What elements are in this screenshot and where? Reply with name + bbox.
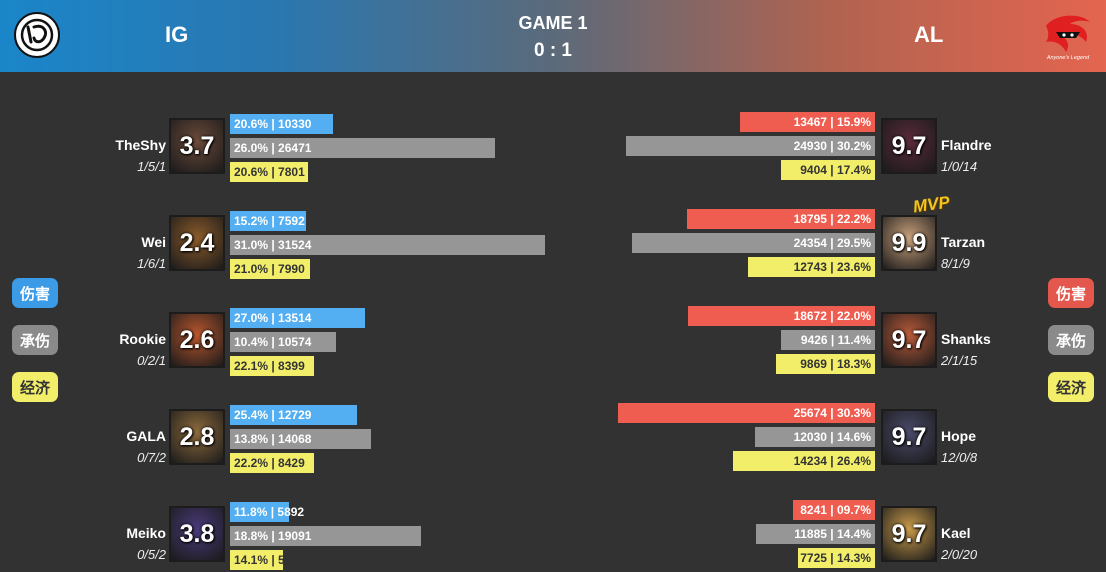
player-kda: 8/1/9 bbox=[941, 256, 970, 271]
player-name: GALA bbox=[126, 428, 166, 444]
champion-portrait: 2.4 bbox=[169, 215, 225, 271]
player-rating: 9.9 bbox=[891, 228, 927, 257]
champion-portrait: 9.7 bbox=[881, 506, 937, 562]
player-kda: 1/5/1 bbox=[137, 159, 166, 174]
legend-economy-right: 经济 bbox=[1048, 372, 1094, 402]
player-rating: 9.7 bbox=[891, 131, 927, 160]
player-rating: 2.6 bbox=[179, 325, 215, 354]
player-kda: 2/1/15 bbox=[941, 353, 978, 368]
taken-bar: 24354 | 29.5% bbox=[632, 233, 875, 253]
player-rating: 9.7 bbox=[891, 422, 927, 451]
left-player-row: TheShy 1/5/1 3.7 20.6% | 10330 26.0% | 26471… bbox=[0, 0, 1106, 182]
legend-taken-left: 承伤 bbox=[12, 325, 58, 355]
taken-bar: 10.4% | 10574 bbox=[230, 332, 336, 352]
player-name: Wei bbox=[141, 234, 166, 250]
damage-bar: 25674 | 30.3% bbox=[618, 403, 875, 423]
right-player-row: Tarzan 8/1/9 9.9 18795 | 22.2% 24354 | 29.5%… bbox=[0, 0, 1106, 277]
legend-damage-right: 伤害 bbox=[1048, 278, 1094, 308]
damage-bar: 20.6% | 10330 bbox=[230, 114, 333, 134]
player-name: Meiko bbox=[126, 525, 166, 541]
taken-bar: 31.0% | 31524 bbox=[230, 235, 545, 255]
right-player-row: Hope 12/0/8 9.7 25674 | 30.3% 12030 | 14.6% 1… bbox=[0, 0, 1106, 471]
left-player-row: Rookie 0/2/1 2.6 27.0% | 13514 10.4% | 10574… bbox=[0, 0, 1106, 376]
champion-portrait: 2.6 bbox=[169, 312, 225, 368]
left-player-row: Wei 1/6/1 2.4 15.2% | 7592 31.0% | 31524 21.0… bbox=[0, 0, 1106, 279]
champion-portrait: 9.7 bbox=[881, 118, 937, 174]
damage-bar: 15.2% | 7592 bbox=[230, 211, 306, 231]
player-kda: 1/0/14 bbox=[941, 159, 978, 174]
al-team-logo: Anyone's Legend bbox=[1040, 12, 1096, 62]
economy-bar: 14.1% | 5340 bbox=[230, 550, 305, 570]
player-kda: 1/6/1 bbox=[137, 256, 166, 271]
champion-portrait: 2.8 bbox=[169, 409, 225, 465]
player-rating: 3.7 bbox=[179, 131, 215, 160]
player-rating: 2.4 bbox=[179, 228, 215, 257]
damage-bar: 27.0% | 13514 bbox=[230, 308, 365, 328]
right-player-row: Shanks 2/1/15 9.7 18672 | 22.0% 9426 | 11.4%… bbox=[0, 0, 1106, 374]
damage-bar: 8241 | 09.7% bbox=[793, 500, 875, 520]
damage-bar: 25.4% | 12729 bbox=[230, 405, 357, 425]
player-name: Flandre bbox=[941, 137, 992, 153]
taken-bar: 24930 | 30.2% bbox=[626, 136, 875, 156]
taken-bar: 9426 | 11.4% bbox=[781, 330, 875, 350]
game-score: 0 : 1 bbox=[533, 40, 573, 61]
economy-bar: 20.6% | 7801 bbox=[230, 162, 308, 182]
champion-portrait: 3.7 bbox=[169, 118, 225, 174]
player-kda: 12/0/8 bbox=[941, 450, 978, 465]
player-name: Kael bbox=[941, 525, 971, 541]
player-name: Rookie bbox=[119, 331, 166, 347]
player-name: TheShy bbox=[115, 137, 166, 153]
player-rating: 9.7 bbox=[891, 325, 927, 354]
champion-portrait: 9.7 bbox=[881, 312, 937, 368]
right-team-name: AL bbox=[914, 22, 944, 47]
damage-bar: 11.8% | 5892 bbox=[230, 502, 304, 522]
economy-bar: 9404 | 17.4% bbox=[781, 160, 875, 180]
player-name: Hope bbox=[941, 428, 976, 444]
player-name: Shanks bbox=[941, 331, 991, 347]
right-player-row: Flandre 1/0/14 9.7 13467 | 15.9% 24930 | 30.… bbox=[0, 0, 1106, 180]
taken-bar: 26.0% | 26471 bbox=[230, 138, 495, 158]
left-team-name: IG bbox=[165, 22, 189, 47]
champion-portrait: 3.8 bbox=[169, 506, 225, 562]
al-logo-caption: Anyone's Legend bbox=[1046, 55, 1090, 61]
player-kda: 0/2/1 bbox=[137, 353, 166, 368]
player-rating: 2.8 bbox=[179, 422, 215, 451]
damage-bar: 18672 | 22.0% bbox=[688, 306, 875, 326]
player-kda: 0/5/2 bbox=[137, 547, 166, 562]
player-kda: 2/0/20 bbox=[941, 547, 978, 562]
player-kda: 0/7/2 bbox=[137, 450, 166, 465]
economy-bar: 7725 | 14.3% bbox=[798, 548, 875, 568]
scoreboard-header: IG GAME 1 0 : 1 AL Anyone's Legend bbox=[0, 0, 1106, 72]
legend-economy-left: 经济 bbox=[12, 372, 58, 402]
player-rating: 9.7 bbox=[891, 519, 927, 548]
economy-bar: 22.1% | 8399 bbox=[230, 356, 314, 376]
champion-portrait: 9.7 bbox=[881, 409, 937, 465]
legend-damage-left: 伤害 bbox=[12, 278, 58, 308]
taken-bar: 12030 | 14.6% bbox=[755, 427, 875, 447]
player-rating: 3.8 bbox=[179, 519, 215, 548]
player-name: Tarzan bbox=[941, 234, 986, 250]
damage-bar: 18795 | 22.2% bbox=[687, 209, 875, 229]
mvp-badge: MVP bbox=[911, 192, 951, 217]
ig-team-logo bbox=[14, 12, 60, 58]
economy-bar: 9869 | 18.3% bbox=[776, 354, 875, 374]
game-title: GAME 1 bbox=[518, 13, 588, 33]
damage-bar: 13467 | 15.9% bbox=[740, 112, 875, 132]
taken-bar: 11885 | 14.4% bbox=[756, 524, 875, 544]
champion-portrait: 9.9 bbox=[881, 215, 937, 271]
taken-bar: 13.8% | 14068 bbox=[230, 429, 371, 449]
taken-bar: 18.8% | 19091 bbox=[230, 526, 421, 546]
economy-bar: 21.0% | 7990 bbox=[230, 259, 310, 279]
economy-bar: 14234 | 26.4% bbox=[733, 451, 875, 471]
economy-bar: 22.2% | 8429 bbox=[230, 453, 314, 473]
economy-bar: 12743 | 23.6% bbox=[748, 257, 875, 277]
legend-taken-right: 承伤 bbox=[1048, 325, 1094, 355]
left-player-row: GALA 0/7/2 2.8 25.4% | 12729 13.8% | 14068 22… bbox=[0, 0, 1106, 473]
